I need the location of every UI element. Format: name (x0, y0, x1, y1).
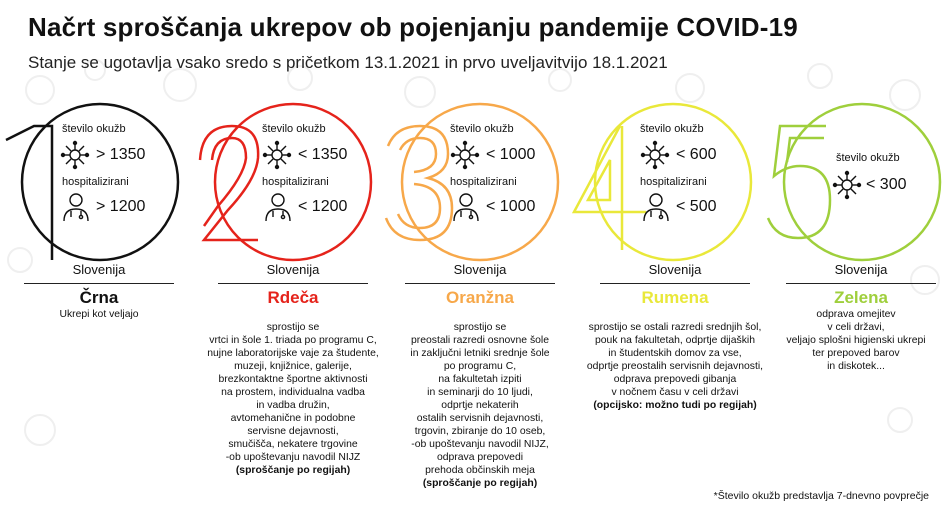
stage-2-infections-label: število okužb (262, 123, 326, 135)
virus-icon (832, 170, 862, 200)
virus-icon (262, 140, 292, 170)
stage-5-infections-value: < 300 (866, 176, 907, 193)
stage-3-infections-value: < 1000 (486, 146, 536, 163)
stage-1-infections-label: število okužb (62, 123, 126, 135)
stage-4-divider (600, 283, 750, 284)
stage-3-description: sprostijo se preostali razredi osnovne š… (380, 308, 580, 503)
virus-icon (450, 140, 480, 170)
stage-1-divider (24, 283, 174, 284)
stage-2-hospital-label: hospitalizirani (262, 176, 329, 188)
stage-2-infections-value: < 1350 (298, 146, 348, 163)
stage-3-description-text: sprostijo se preostali razredi osnovne š… (410, 322, 550, 476)
stage-4-ring (571, 102, 753, 262)
stage-1-infections-value: > 1350 (96, 146, 146, 163)
stage-5-level: Zelena (834, 288, 888, 307)
stage-4-region: Slovenija (648, 262, 702, 277)
stage-3-divider (405, 283, 555, 284)
stage-4-infections-label: število okužb (640, 123, 704, 135)
stage-2-description-text: sprostijo se vrtci in šole 1. triada po … (207, 322, 379, 463)
page-title: Načrt sproščanja ukrepov ob pojenjanju p… (28, 12, 798, 42)
stage-2-ring (198, 102, 373, 262)
stage-4-description: sprostijo se ostali razredi srednjih šol… (566, 308, 784, 425)
stage-3-hospital-value: < 1000 (486, 198, 536, 215)
doctor-icon (643, 193, 669, 222)
doctor-icon (453, 193, 479, 222)
stage-2-description: sprostijo se vrtci in šole 1. triada po … (190, 308, 396, 490)
stage-1-hospital-value: > 1200 (96, 198, 146, 215)
stage-1-level: Črna (79, 288, 119, 307)
stage-4-level: Rumena (641, 288, 709, 307)
virus-icon (60, 140, 90, 170)
stage-2-divider (218, 283, 368, 284)
stage-2-hospital-value: < 1200 (298, 198, 348, 215)
stage-2-note: (sproščanje po regijah) (235, 465, 351, 476)
stage-3-ring (384, 102, 560, 262)
stage-5-infections-label: število okužb (836, 152, 900, 164)
stage-3-region: Slovenija (453, 262, 507, 277)
doctor-icon (63, 193, 89, 222)
stage-4-hospital-value: < 500 (676, 198, 717, 215)
stage-1-ring (5, 102, 180, 262)
stage-5-region: Slovenija (834, 262, 888, 277)
stage-3-infections-label: število okužb (450, 123, 514, 135)
stage-4-infections-value: < 600 (676, 146, 717, 163)
page-subtitle: Stanje se ugotavlja vsako sredo s pričet… (28, 53, 668, 72)
stage-1-region: Slovenija (72, 262, 126, 277)
stage-3-level: Oranžna (445, 288, 515, 307)
stage-2-level: Rdeča (267, 288, 319, 307)
stage-1-hospital-label: hospitalizirani (62, 176, 129, 188)
footnote: *Število okužb predstavlja 7-dnevno povp… (713, 490, 929, 502)
stage-5-divider (786, 283, 936, 284)
stage-3-hospital-label: hospitalizirani (450, 176, 517, 188)
doctor-icon (265, 193, 291, 222)
stage-2-region: Slovenija (266, 262, 320, 277)
stage-5-ring (766, 102, 942, 262)
stage-1-description: Ukrepi kot veljajo (59, 309, 139, 320)
stage-3-note: (sproščanje po regijah) (422, 478, 538, 489)
stage-5-description: odprava omejitev v celi državi, veljajo … (786, 309, 926, 372)
stage-4-description-text: sprostijo se ostali razredi srednjih šol… (586, 322, 764, 398)
stage-4-note: (opcijsko: možno tudi po regijah) (593, 400, 757, 411)
virus-icon (640, 140, 670, 170)
stage-4-hospital-label: hospitalizirani (640, 176, 707, 188)
